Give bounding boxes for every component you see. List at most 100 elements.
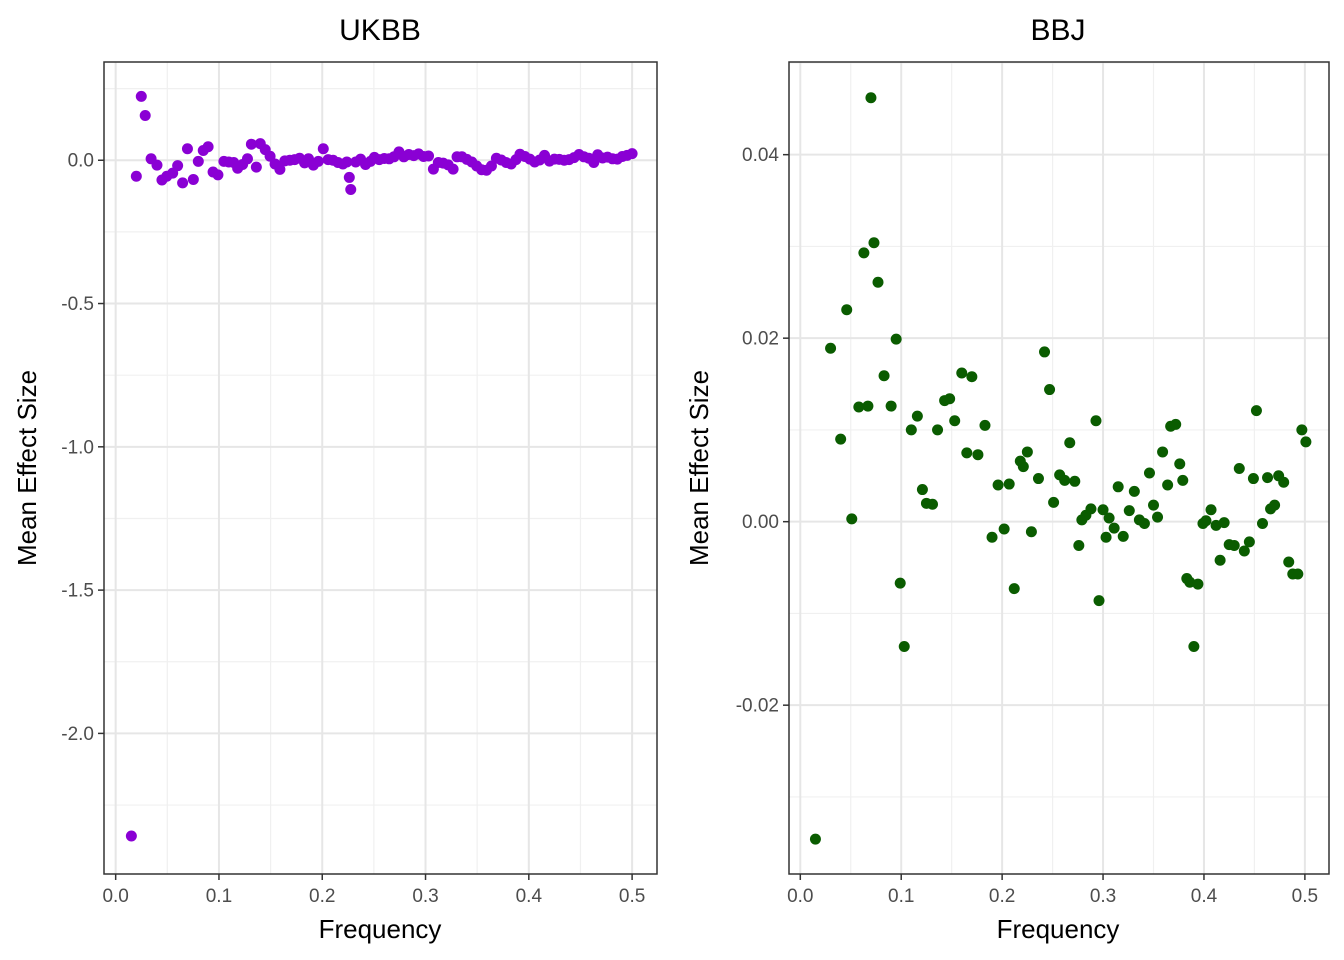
ukbb-data-point	[343, 171, 355, 183]
bbj-data-point	[1162, 479, 1174, 491]
bbj-data-point	[1170, 418, 1182, 430]
bbj-panel-border	[788, 61, 1330, 875]
bbj-data-point	[1017, 461, 1029, 473]
bbj-data-point	[890, 333, 902, 345]
ukbb-data-point	[423, 150, 435, 162]
ukbb-x-tick-label: 0.2	[309, 886, 335, 907]
bbj-data-point	[1269, 499, 1281, 511]
bbj-data-point	[1100, 531, 1112, 543]
bbj-x-tick-label: 0.4	[1191, 886, 1218, 907]
ukbb-data-point	[135, 90, 147, 102]
ukbb-data-point	[626, 148, 638, 160]
bbj-data-point	[1174, 458, 1186, 470]
bbj-data-point	[1278, 476, 1290, 488]
bbj-data-point	[1205, 504, 1217, 516]
ukbb-data-point	[317, 143, 329, 155]
bbj-data-point	[1300, 436, 1312, 448]
ukbb-data-point	[125, 830, 137, 842]
bbj-data-point	[894, 577, 906, 589]
bbj-data-point	[1200, 515, 1212, 527]
bbj-data-point	[1283, 556, 1295, 568]
bbj-data-point	[1090, 415, 1102, 427]
ukbb-data-point	[192, 155, 204, 167]
bbj-data-point	[998, 523, 1010, 535]
bbj-data-point	[1250, 405, 1262, 417]
bbj-data-point	[1262, 472, 1274, 484]
bbj-data-point	[865, 92, 877, 104]
bbj-data-point	[1152, 511, 1164, 523]
bbj-data-point	[1112, 481, 1124, 493]
bbj-data-point	[1064, 437, 1076, 449]
bbj-data-point	[1123, 505, 1135, 517]
bbj-data-point	[1177, 474, 1189, 486]
bbj-y-axis-label: Mean Effect Size	[684, 370, 714, 566]
bbj-data-point	[1025, 526, 1037, 538]
ukbb-data-point	[151, 159, 163, 171]
bbj-data-point	[1059, 474, 1071, 486]
bbj-x-tick-label: 0.1	[888, 886, 914, 907]
bbj-data-point	[1228, 540, 1240, 552]
ukbb-plot-area: 0.0 0.1 0.2 0.3 0.4 0.5 -2.0 -1.5 -1.0 -0.5 0.0	[61, 61, 658, 907]
ukbb-panel-background	[104, 62, 657, 874]
ukbb-x-axis-label: Frequency	[319, 914, 442, 944]
ukbb-data-point	[250, 161, 262, 173]
bbj-data-point	[1008, 583, 1020, 595]
ukbb-data-point	[245, 138, 257, 150]
bbj-data-point	[1128, 485, 1140, 497]
ukbb-data-point	[177, 177, 189, 189]
ukbb-data-point	[139, 110, 151, 122]
bbj-data-point	[1093, 595, 1105, 607]
bbj-data-point	[868, 237, 880, 249]
bbj-data-point	[1188, 640, 1200, 652]
bbj-data-point	[1243, 536, 1255, 548]
ukbb-y-tick-label: -2.0	[61, 724, 94, 745]
bbj-data-point	[1103, 512, 1115, 524]
bbj-data-point	[944, 393, 956, 405]
ukbb-data-point	[312, 155, 324, 167]
bbj-points	[809, 92, 1312, 845]
bbj-data-point	[1032, 473, 1044, 485]
bbj-x-tick-label: 0.2	[989, 886, 1015, 907]
bbj-data-point	[961, 447, 973, 459]
bbj-data-point	[1044, 384, 1056, 396]
ukbb-panel-title: UKBB	[339, 14, 421, 47]
bbj-data-point	[853, 401, 865, 413]
bbj-panel-title: BBJ	[1030, 14, 1085, 47]
bbj-data-point	[927, 498, 939, 510]
ukbb-x-tick-label: 0.1	[206, 886, 232, 907]
bbj-data-point	[835, 433, 847, 445]
bbj-data-point	[972, 449, 984, 461]
bbj-data-point	[1003, 478, 1015, 490]
bbj-data-point	[992, 479, 1004, 491]
bbj-panel-background	[789, 62, 1329, 874]
bbj-data-point	[878, 370, 890, 382]
bbj-data-point	[1214, 554, 1226, 566]
ukbb-panel-border	[103, 61, 658, 875]
bbj-data-point	[1039, 346, 1051, 358]
bbj-x-axis-label: Frequency	[997, 914, 1120, 944]
bbj-data-point	[1192, 578, 1204, 590]
ukbb-data-point	[447, 163, 459, 175]
ukbb-x-tick-label: 0.3	[412, 886, 438, 907]
ukbb-x-tick-label: 0.4	[516, 886, 543, 907]
ukbb-y-tick-label: -1.0	[61, 437, 94, 458]
bbj-data-point	[825, 342, 837, 354]
bbj-data-point	[841, 304, 853, 316]
bbj-data-point	[986, 531, 998, 543]
ukbb-points	[125, 90, 638, 842]
bbj-data-point	[1148, 499, 1160, 511]
bbj-data-point	[1021, 446, 1033, 458]
bbj-plot-area: 0.0 0.1 0.2 0.3 0.4 0.5 -0.02 0.00 0.02 0.04	[736, 61, 1330, 907]
bbj-y-tick-label: 0.04	[742, 145, 779, 166]
ukbb-x-tick-label: 0.0	[102, 886, 128, 907]
bbj-data-point	[862, 400, 874, 412]
bbj-data-point	[1218, 517, 1230, 529]
bbj-data-point	[911, 410, 923, 422]
bbj-data-point	[1073, 540, 1085, 552]
ukbb-y-tick-label: -0.5	[61, 294, 94, 315]
ukbb-data-point	[212, 169, 224, 181]
bbj-data-point	[1296, 424, 1308, 436]
bbj-y-tick-label: 0.00	[742, 512, 779, 533]
bbj-data-point	[1143, 467, 1155, 479]
